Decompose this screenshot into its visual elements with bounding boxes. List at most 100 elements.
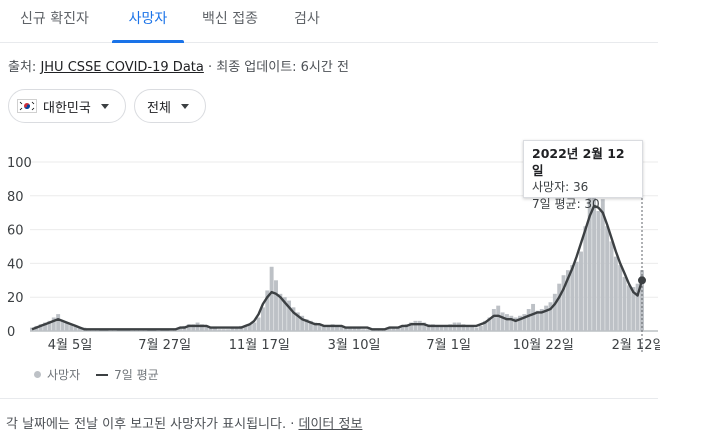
bar <box>204 325 209 331</box>
footer-note: 각 날짜에는 전날 이후 보고된 사망자가 표시됩니다. · 데이터 정보 <box>6 413 362 432</box>
bar <box>631 287 636 331</box>
bar <box>618 265 623 331</box>
bar <box>500 312 505 331</box>
bar <box>56 314 61 331</box>
bar <box>483 320 488 331</box>
bar <box>474 327 479 331</box>
x-tick-label: 7월 1일 <box>426 338 471 353</box>
tooltip-date: 2022년 2월 12일 <box>532 146 625 178</box>
bar <box>430 324 435 331</box>
bar <box>470 325 475 331</box>
scope-label: 전체 <box>147 100 171 116</box>
bar <box>335 325 339 331</box>
bar <box>326 325 331 331</box>
bar <box>548 302 553 331</box>
caret-down-icon <box>100 103 109 109</box>
tab-vaccinations[interactable]: 백신 접종 <box>202 11 258 27</box>
bar <box>274 280 278 331</box>
footer-text: 각 날짜에는 전날 이후 보고된 사망자가 표시됩니다. · <box>6 417 299 432</box>
chart-tooltip: 2022년 2월 12일 사망자: 36 7일 평균: 30 <box>523 140 643 211</box>
bar <box>51 317 56 331</box>
hover-point <box>638 276 646 285</box>
bar <box>226 329 231 331</box>
deaths-legend-swatch <box>34 371 41 378</box>
bar <box>278 293 283 331</box>
bar <box>243 325 248 331</box>
bar <box>300 315 305 331</box>
bar <box>609 241 614 331</box>
bar <box>73 325 78 331</box>
source-link[interactable]: JHU CSSE COVID-19 Data <box>40 60 204 75</box>
tab-new-cases[interactable]: 신규 확진자 <box>20 11 89 27</box>
last-updated: · 최종 업데이트: 6시간 전 <box>203 60 349 75</box>
bar <box>422 322 427 331</box>
bar <box>191 324 196 331</box>
bar <box>400 325 405 331</box>
bar <box>635 283 640 331</box>
data-info-link[interactable]: 데이터 정보 <box>298 417 363 432</box>
bar <box>321 325 326 331</box>
bar <box>496 305 501 331</box>
bar <box>178 327 183 331</box>
bar <box>265 290 270 331</box>
avg-line <box>31 204 644 331</box>
bar <box>391 327 396 331</box>
bar <box>186 324 191 331</box>
bar <box>439 325 444 331</box>
bar <box>30 327 34 331</box>
y-tick-label: 20 <box>7 291 24 306</box>
bar <box>478 325 483 331</box>
bar <box>339 325 344 331</box>
bar <box>579 251 583 331</box>
bar <box>544 305 549 331</box>
bar <box>531 303 536 331</box>
bar <box>574 261 579 331</box>
y-tick-label: 80 <box>7 190 24 205</box>
legend-deaths: 사망자 <box>47 368 81 382</box>
bar <box>592 168 597 331</box>
tab-bar: 신규 확진자 사망자 백신 접종 검사 <box>0 0 658 43</box>
korea-flag-icon <box>17 99 37 113</box>
tab-testing[interactable]: 검사 <box>294 11 320 27</box>
bar <box>60 320 65 331</box>
y-tick-label: 0 <box>7 325 15 340</box>
scope-dropdown[interactable]: 전체 <box>134 89 206 123</box>
bar <box>313 322 318 331</box>
deaths-chart[interactable]: 0 20 40 60 80 100 4월 5일 7월 27일 11월 17일 3월 10일 7월 … <box>0 140 660 360</box>
bar <box>404 324 409 331</box>
bar <box>221 329 226 331</box>
bar <box>47 320 52 331</box>
bar <box>330 324 335 331</box>
bar <box>208 327 213 331</box>
bar <box>600 199 605 331</box>
bar <box>417 320 422 331</box>
bar <box>256 317 261 331</box>
source-line: 출처: JHU CSSE COVID-19 Data · 최종 업데이트: 6시… <box>8 56 349 75</box>
legend-avg: 7일 평균 <box>114 368 159 382</box>
country-dropdown[interactable]: 대한민국 <box>8 89 126 123</box>
bar <box>487 317 492 331</box>
bar <box>252 322 257 331</box>
x-tick-label: 4월 5일 <box>48 338 93 353</box>
bar <box>343 327 348 331</box>
bar <box>596 211 601 331</box>
x-tick-label: 2월 12일 <box>612 338 660 353</box>
bar <box>77 327 82 331</box>
bar <box>282 297 287 331</box>
bar <box>509 315 514 331</box>
bar <box>230 327 235 331</box>
bar <box>43 322 48 331</box>
bar <box>522 314 527 331</box>
bar <box>199 324 204 331</box>
bar <box>269 266 274 331</box>
bar <box>304 319 309 331</box>
tab-deaths[interactable]: 사망자 <box>112 0 184 43</box>
bar <box>613 256 618 331</box>
bar <box>217 329 222 331</box>
bar <box>448 324 453 331</box>
caret-down-icon <box>180 103 189 109</box>
bar <box>413 320 418 331</box>
bar <box>260 307 265 331</box>
bar <box>295 312 300 331</box>
bar <box>561 275 566 331</box>
